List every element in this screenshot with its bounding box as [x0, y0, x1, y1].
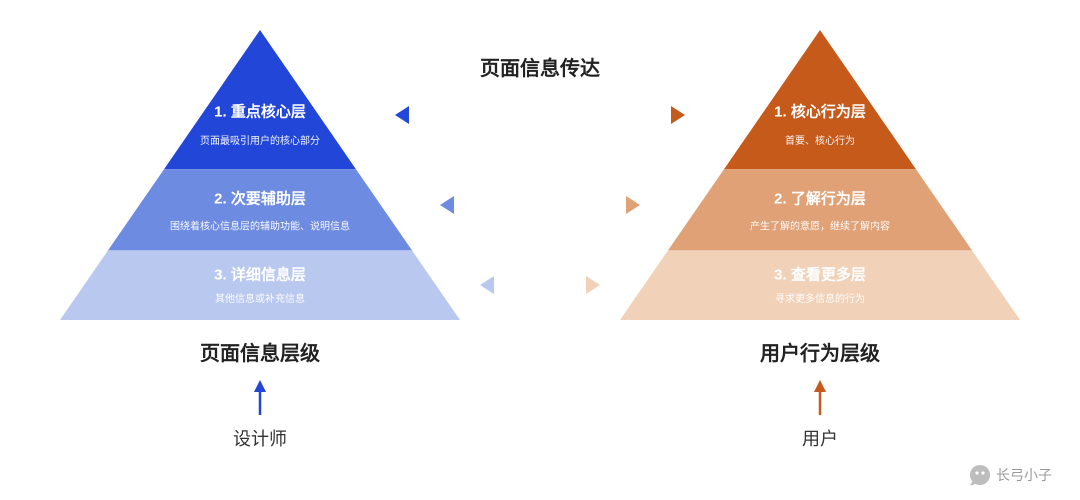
left-layer-3 [60, 250, 460, 320]
center-label: 页面信息传达 [480, 56, 600, 80]
watermark-text: 长弓小子 [996, 467, 1052, 483]
right-caption: 用户行为层级 [760, 341, 880, 365]
connector-3-arrow-right-icon [586, 276, 600, 294]
left-layer-1 [164, 30, 356, 169]
diagram-stage: 1. 重点核心层页面最吸引用户的核心部分 2. 次要辅助层围绕着核心信息层的辅助功… [0, 0, 1080, 500]
right-source-arrowhead-icon [814, 380, 826, 392]
pyramid-diagram: 1. 重点核心层页面最吸引用户的核心部分 2. 次要辅助层围绕着核心信息层的辅助功… [0, 0, 1080, 500]
right-layer-2 [668, 169, 972, 250]
right-layer-2-title: 2. 了解行为层 [774, 189, 866, 207]
left-layer-2-title: 2. 次要辅助层 [214, 189, 306, 207]
watermark: 长弓小子 [970, 465, 1052, 485]
right-layer-1 [724, 30, 916, 169]
left-pyramid: 1. 重点核心层页面最吸引用户的核心部分 2. 次要辅助层围绕着核心信息层的辅助功… [60, 30, 460, 320]
left-layer-2-subtitle: 围绕着核心信息层的辅助功能、说明信息 [170, 219, 350, 232]
left-layer-3-title: 3. 详细信息层 [214, 266, 306, 284]
connector-1-arrow-left-icon [395, 106, 409, 124]
right-layer-1-subtitle: 首要、核心行为 [785, 134, 855, 147]
right-source-label: 用户 [802, 429, 838, 449]
left-layer-1-title: 1. 重点核心层 [214, 102, 306, 120]
left-caption: 页面信息层级 [200, 341, 320, 365]
left-layer-1-subtitle: 页面最吸引用户的核心部分 [200, 134, 320, 147]
right-pyramid: 1. 核心行为层首要、核心行为 2. 了解行为层产生了解的意愿，继续了解内容 3. … [620, 30, 1020, 320]
right-layer-3-subtitle: 寻求更多信息的行为 [775, 292, 865, 305]
connector-2-arrow-right-icon [626, 196, 640, 214]
right-layer-1-title: 1. 核心行为层 [774, 102, 866, 120]
connector-3-arrow-left-icon [480, 276, 494, 294]
left-source-label: 设计师 [233, 429, 287, 449]
connector-2-arrow-left-icon [440, 196, 454, 214]
connector-1-arrow-right-icon [671, 106, 685, 124]
left-source-arrowhead-icon [254, 380, 266, 392]
right-layer-3-title: 3. 查看更多层 [774, 266, 866, 284]
right-layer-2-subtitle: 产生了解的意愿，继续了解内容 [750, 219, 890, 232]
left-layer-3-subtitle: 其他信息或补充信息 [215, 292, 305, 305]
right-layer-3 [620, 250, 1020, 320]
left-layer-2 [108, 169, 412, 250]
